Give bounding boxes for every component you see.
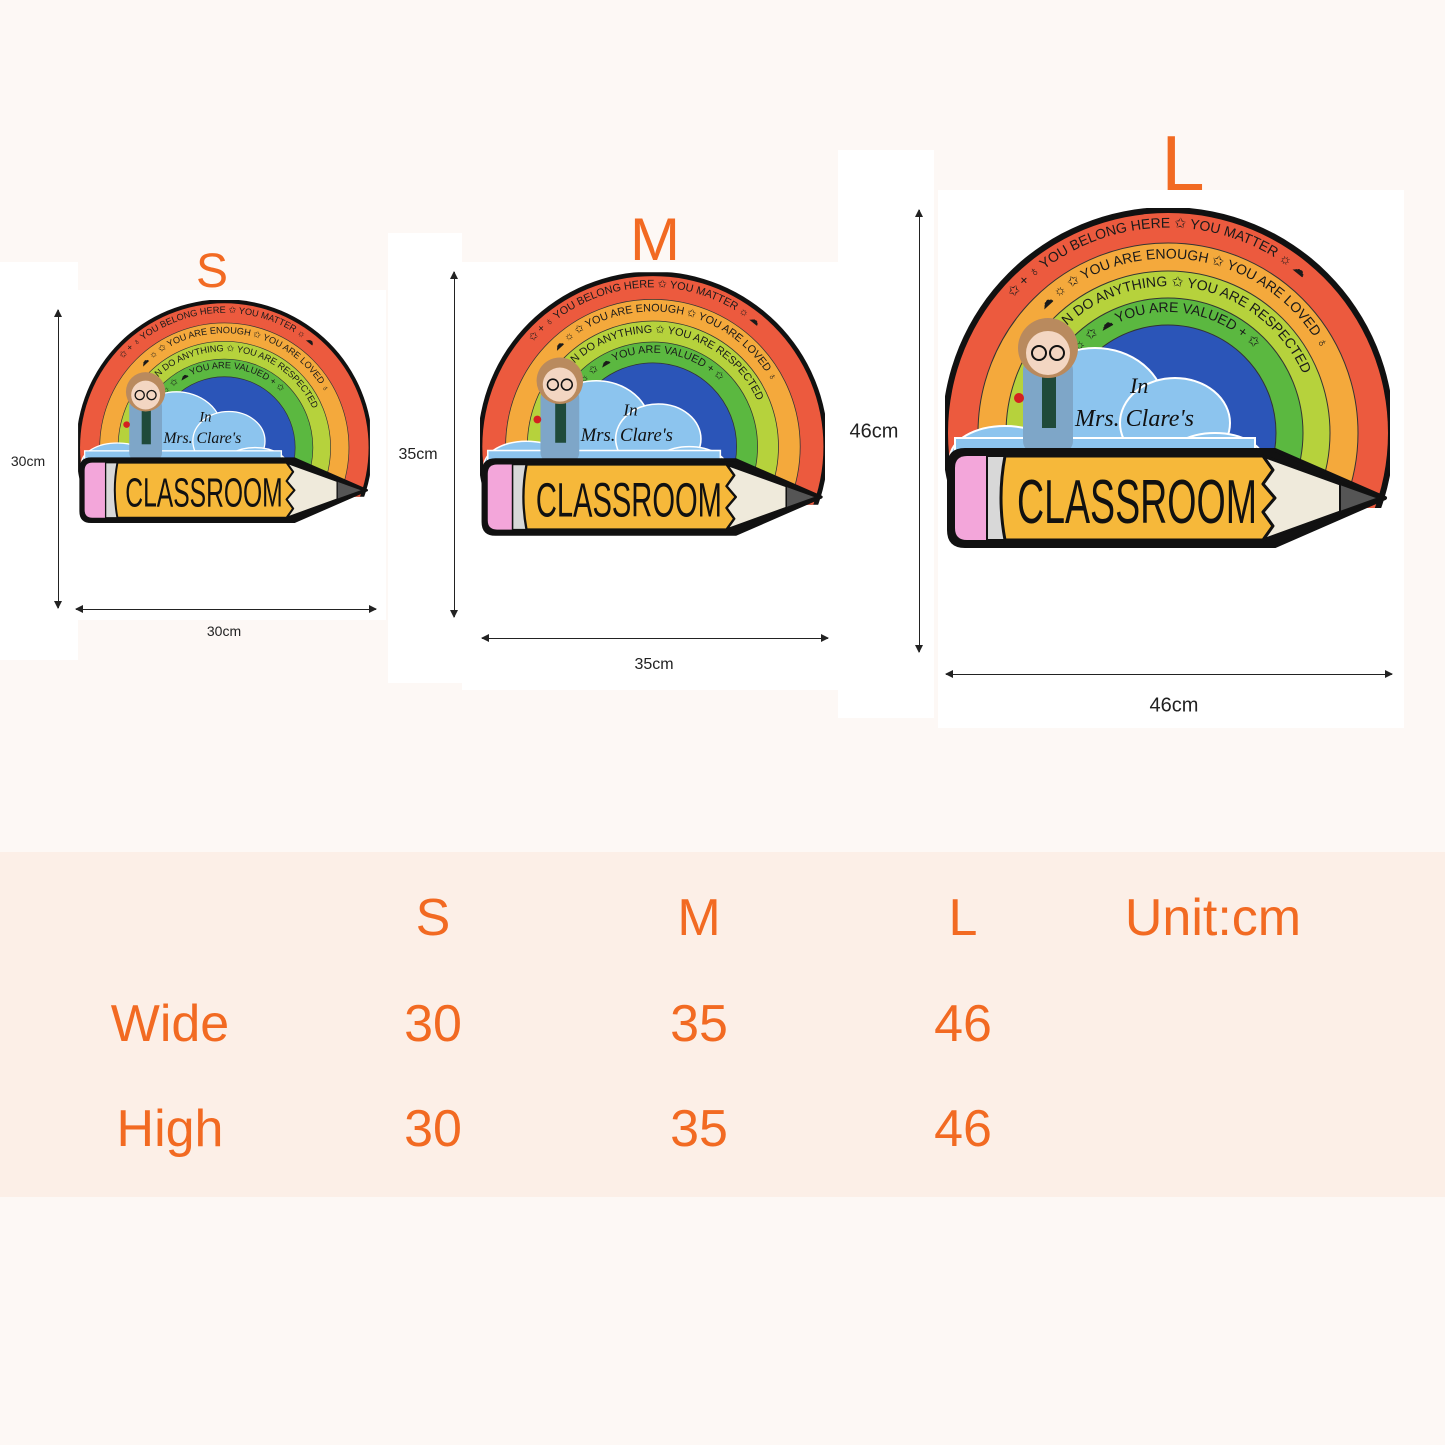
sign-classroom-text: CLASSROOM (125, 470, 282, 516)
size-s-width-label: 30cm (206, 623, 242, 639)
size-l-sign-image: ✩ + ♁ YOU BELONG HERE ✩ YOU MATTER ☼ ☁ ☁… (945, 208, 1390, 548)
table-row-high-label: High (116, 1100, 224, 1158)
classroom-sign: ✩ + ♁ YOU BELONG HERE ✩ YOU MATTER ☼ ☁ ☁… (480, 272, 825, 536)
size-s-panel (0, 262, 78, 660)
teacher-illustration (1014, 318, 1078, 453)
size-s-sign-image: ✩ + ♁ YOU BELONG HERE ✩ YOU MATTER ☼ ☁ ☁… (78, 300, 370, 523)
size-l-height-label: 46cm (849, 420, 899, 443)
sign-classroom-text: CLASSROOM (1017, 468, 1257, 537)
size-table (0, 852, 1445, 1197)
size-l-width-arrow (945, 670, 1393, 678)
table-header-s: S (415, 889, 451, 947)
size-m-height-arrow (450, 271, 458, 618)
sign-name-text: Mrs. Clare's (162, 430, 241, 447)
table-cell-wide-l: 46 (934, 995, 992, 1053)
size-m-panel (388, 233, 462, 683)
size-s-width-arrow (75, 605, 377, 613)
size-s-letter: S (195, 245, 229, 298)
size-l-letter: L (1161, 119, 1205, 207)
table-header-l: L (948, 889, 978, 947)
size-m-sign-image: ✩ + ♁ YOU BELONG HERE ✩ YOU MATTER ☼ ☁ ☁… (480, 272, 825, 536)
classroom-sign: ✩ + ♁ YOU BELONG HERE ✩ YOU MATTER ☼ ☁ ☁… (78, 300, 370, 523)
sign-name-text: Mrs. Clare's (1074, 406, 1194, 432)
teacher-illustration (123, 372, 166, 461)
size-s-height-label: 30cm (10, 453, 46, 469)
size-s-height-arrow (54, 309, 62, 609)
size-m-letter: M (630, 206, 680, 273)
table-row-wide-label: Wide (110, 995, 230, 1053)
table-cell-high-s: 30 (404, 1100, 462, 1158)
size-m-width-arrow (481, 634, 829, 642)
size-l-panel (838, 150, 934, 718)
size-l-height-arrow (915, 209, 923, 653)
sign-name-text: Mrs. Clare's (580, 425, 673, 446)
sign-classroom-text: CLASSROOM (536, 473, 722, 527)
table-cell-wide-s: 30 (404, 995, 462, 1053)
teacher-illustration (533, 357, 584, 463)
sign-in-text: In (622, 401, 637, 420)
pencil (481, 458, 823, 536)
table-cell-high-l: 46 (934, 1100, 992, 1158)
sign-in-text: In (198, 409, 211, 425)
table-header-unit: Unit:cm (1124, 889, 1302, 947)
table-header-m: M (677, 889, 721, 947)
pencil (79, 457, 368, 523)
classroom-sign: ✩ + ♁ YOU BELONG HERE ✩ YOU MATTER ☼ ☁ ☁… (945, 208, 1390, 548)
table-cell-high-m: 35 (670, 1100, 728, 1158)
pencil (947, 448, 1387, 548)
table-cell-wide-m: 35 (670, 995, 728, 1053)
sign-in-text: In (1129, 373, 1148, 398)
size-m-height-label: 35cm (398, 446, 438, 463)
size-m-width-label: 35cm (634, 656, 674, 673)
size-l-width-label: 46cm (1149, 694, 1199, 717)
